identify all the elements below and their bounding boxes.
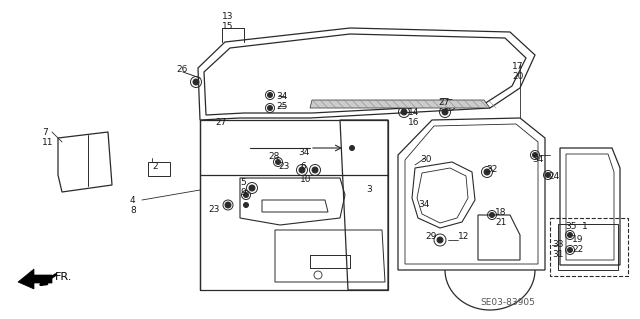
Text: 34: 34	[532, 155, 543, 164]
Circle shape	[490, 212, 495, 218]
Circle shape	[545, 173, 550, 177]
Circle shape	[484, 169, 490, 175]
Text: 3: 3	[366, 185, 372, 194]
Bar	[550, 218, 628, 276]
Text: 19: 19	[572, 235, 584, 244]
Text: 15: 15	[222, 22, 234, 31]
Text: 11: 11	[42, 138, 54, 147]
Text: 32: 32	[486, 165, 497, 174]
Text: 16: 16	[408, 118, 419, 127]
Text: 4: 4	[130, 196, 136, 205]
Bar	[148, 162, 170, 176]
Text: 17: 17	[512, 62, 524, 71]
Circle shape	[442, 109, 448, 115]
Text: 33: 33	[552, 240, 563, 249]
Text: 27: 27	[215, 118, 227, 127]
Circle shape	[441, 101, 447, 107]
Polygon shape	[310, 100, 490, 108]
Text: 8: 8	[130, 206, 136, 215]
Circle shape	[193, 79, 199, 85]
Text: 28: 28	[268, 152, 280, 161]
Circle shape	[243, 192, 248, 197]
Text: 26: 26	[176, 65, 188, 74]
Text: 22: 22	[572, 245, 583, 254]
Text: 27: 27	[438, 98, 449, 107]
Circle shape	[225, 202, 231, 208]
Circle shape	[568, 248, 573, 253]
Text: 34: 34	[418, 200, 429, 209]
Text: 21: 21	[495, 218, 506, 227]
Text: 30: 30	[420, 155, 431, 164]
Circle shape	[249, 185, 255, 191]
Circle shape	[349, 145, 355, 151]
Text: 14: 14	[408, 108, 419, 117]
Text: 23: 23	[278, 162, 289, 171]
Circle shape	[299, 167, 305, 173]
Circle shape	[243, 203, 248, 207]
Text: 23: 23	[208, 205, 220, 214]
Circle shape	[447, 102, 453, 108]
Text: 34: 34	[276, 92, 287, 101]
Text: 13: 13	[222, 12, 234, 21]
Circle shape	[275, 160, 280, 165]
Circle shape	[268, 93, 273, 98]
Text: FR.: FR.	[55, 272, 72, 282]
Text: 10: 10	[300, 175, 312, 184]
Circle shape	[312, 167, 318, 173]
Text: 20: 20	[512, 72, 524, 81]
Text: 12: 12	[458, 232, 469, 241]
Text: 1: 1	[582, 222, 588, 231]
Text: 34: 34	[298, 148, 309, 157]
Text: 24: 24	[548, 172, 559, 181]
Text: 5: 5	[240, 178, 246, 187]
Circle shape	[268, 106, 273, 110]
Text: SE03-83905: SE03-83905	[480, 298, 535, 307]
Circle shape	[437, 237, 443, 243]
Text: 25: 25	[276, 102, 287, 111]
Text: 9: 9	[240, 188, 246, 197]
Circle shape	[568, 233, 573, 238]
Text: 7: 7	[42, 128, 48, 137]
Text: 6: 6	[300, 162, 306, 171]
Text: 18: 18	[495, 208, 506, 217]
Polygon shape	[18, 269, 52, 289]
Circle shape	[532, 152, 538, 158]
Text: 2: 2	[152, 162, 157, 171]
Text: 29: 29	[425, 232, 436, 241]
Circle shape	[401, 109, 407, 115]
Text: 35: 35	[565, 222, 577, 231]
Text: 31: 31	[552, 250, 563, 259]
